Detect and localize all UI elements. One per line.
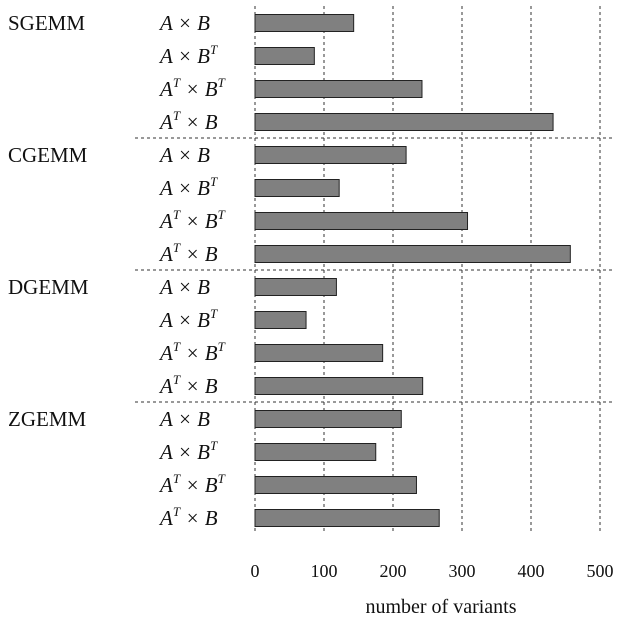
operation-label: AT × B	[158, 504, 218, 530]
operation-label: AT × B	[158, 108, 218, 134]
x-tick-label: 200	[380, 561, 407, 581]
bar-zgemm-1	[254, 443, 377, 461]
group-label-zgemm: ZGEMM	[8, 407, 86, 431]
bar-dgemm-3	[254, 377, 424, 395]
bar-dgemm-2	[254, 344, 384, 362]
x-tick-label: 300	[449, 561, 476, 581]
x-axis-title: number of variants	[365, 596, 516, 618]
bar-cgemm-0	[254, 146, 407, 164]
operation-label: A × B	[158, 143, 210, 167]
operation-label: A × B	[158, 11, 210, 35]
bar-dgemm-1	[254, 311, 307, 329]
group-separators	[135, 137, 612, 403]
bar-sgemm-2	[254, 80, 423, 98]
operation-label: A × B	[158, 407, 210, 431]
bar-sgemm-3	[254, 113, 554, 131]
operation-label: A × BT	[158, 42, 218, 68]
operation-label: A × BT	[158, 174, 218, 200]
operation-label: A × BT	[158, 306, 218, 332]
bar-cgemm-3	[254, 245, 571, 263]
bar-sgemm-1	[254, 47, 315, 65]
x-axis-ticks: 0 100 200 300 400 500	[251, 561, 614, 581]
x-tick-label: 100	[311, 561, 338, 581]
bar-cgemm-2	[254, 212, 469, 230]
bar-cgemm-1	[254, 179, 340, 197]
labels: SGEMM A × B A × BT AT × BT AT × B CGEMM A × B A…	[8, 11, 226, 530]
x-tick-label: 0	[251, 561, 260, 581]
operation-label: AT × B	[158, 240, 218, 266]
group-label-dgemm: DGEMM	[8, 275, 89, 299]
bar-zgemm-2	[254, 476, 417, 494]
bar-zgemm-3	[254, 509, 440, 527]
operation-label: AT × BT	[158, 471, 226, 497]
operation-label: AT × BT	[158, 207, 226, 233]
x-tick-label: 400	[518, 561, 545, 581]
operation-label: AT × B	[158, 372, 218, 398]
operation-label: A × B	[158, 275, 210, 299]
x-tick-label: 500	[587, 561, 614, 581]
operation-label: AT × BT	[158, 339, 226, 365]
operation-label: A × BT	[158, 438, 218, 464]
group-label-sgemm: SGEMM	[8, 11, 85, 35]
group-label-cgemm: CGEMM	[8, 143, 88, 167]
bar-sgemm-0	[254, 14, 355, 32]
bars	[254, 14, 571, 527]
operation-label: AT × BT	[158, 75, 226, 101]
bar-dgemm-0	[254, 278, 337, 296]
bar-zgemm-0	[254, 410, 402, 428]
